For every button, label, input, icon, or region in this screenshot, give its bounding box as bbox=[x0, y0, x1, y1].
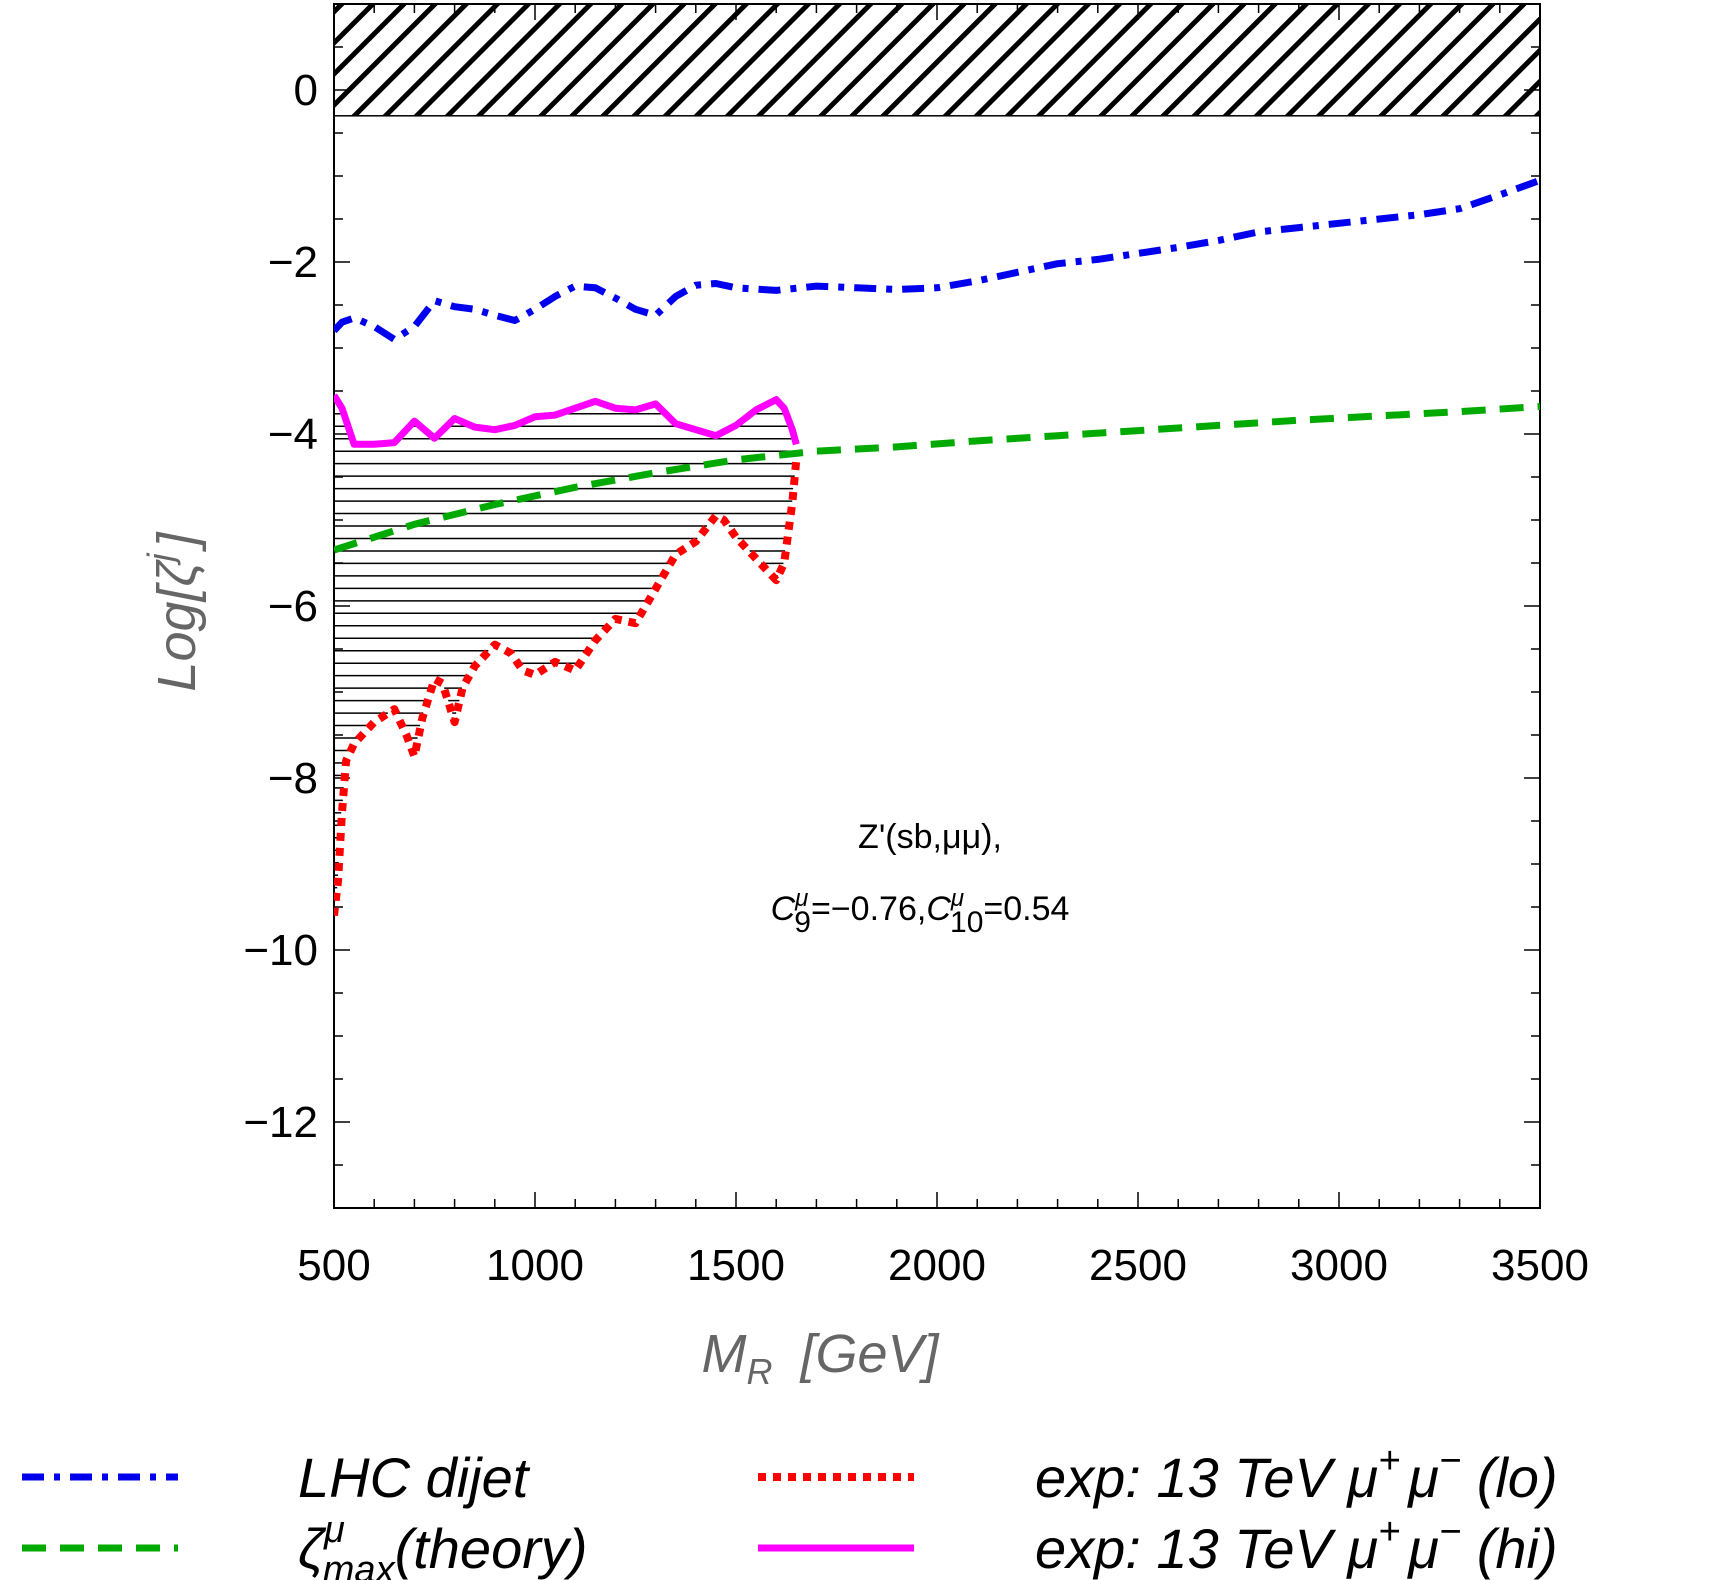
excluded-region bbox=[333, 3, 1541, 117]
annotation-c10-base: C bbox=[926, 890, 951, 928]
annotation-c10-sup: μ bbox=[950, 885, 964, 912]
y-tick-label: −4 bbox=[268, 410, 318, 459]
x-axis-title-base: M bbox=[701, 1324, 746, 1384]
legend-theory-rest: (theory) bbox=[395, 1517, 588, 1580]
x-axis-title: MR [GeV] bbox=[701, 1324, 940, 1392]
annotation-line1: Z'(sb,μμ), bbox=[858, 818, 1002, 856]
annotation-c10-val: =0.54 bbox=[983, 890, 1069, 928]
series-theory bbox=[334, 403, 1540, 554]
x-tick-label: 3500 bbox=[1491, 1241, 1589, 1290]
legend-theory-sup: μ bbox=[323, 1509, 345, 1551]
y-tick-label: 0 bbox=[294, 66, 318, 115]
y-axis-title: Log[ζj] bbox=[140, 530, 207, 691]
x-tick-labels: 500 1000 1500 2000 2500 3000 3500 bbox=[297, 1241, 1589, 1290]
legend-lo-mid: μ bbox=[1406, 1446, 1439, 1509]
legend: LHC dijet ζμ max(theory) exp: 13 TeV μ+ μ−… bbox=[22, 1440, 1558, 1580]
legend-hi-text: exp: 13 TeV μ bbox=[1035, 1517, 1378, 1580]
x-axis-title-sub: R bbox=[746, 1351, 772, 1392]
y-tick-label: −2 bbox=[268, 238, 318, 287]
legend-label-hi: exp: 13 TeV μ+ μ− (hi) bbox=[1035, 1511, 1558, 1580]
legend-lo-end: (lo) bbox=[1461, 1446, 1557, 1509]
legend-theory-sub: max bbox=[323, 1549, 397, 1580]
annotation-c9-sub: 9 bbox=[794, 906, 811, 939]
x-tick-label: 2000 bbox=[888, 1241, 986, 1290]
x-tick-label: 2500 bbox=[1089, 1241, 1187, 1290]
legend-hi-end: (hi) bbox=[1461, 1517, 1557, 1580]
x-axis-title-unit: [GeV] bbox=[798, 1324, 940, 1384]
y-axis-title-close: ] bbox=[147, 530, 207, 552]
x-tick-label: 500 bbox=[297, 1241, 370, 1290]
legend-hi-mid: μ bbox=[1406, 1517, 1439, 1580]
legend-lo-sup1: + bbox=[1378, 1440, 1400, 1482]
legend-label-dijet: LHC dijet bbox=[298, 1446, 531, 1509]
y-axis-title-base: Log[ζ bbox=[147, 558, 207, 691]
y-tick-labels: 0 −2 −4 −6 −8 −10 −12 bbox=[243, 66, 318, 1147]
annotation-c9-base: C bbox=[771, 890, 796, 928]
legend-lo-sup2: − bbox=[1439, 1440, 1461, 1482]
series-dijet bbox=[334, 177, 1540, 343]
legend-hi-sup2: − bbox=[1439, 1511, 1461, 1553]
legend-label-lo: exp: 13 TeV μ+ μ− (lo) bbox=[1035, 1440, 1558, 1509]
legend-hi-sup1: + bbox=[1378, 1511, 1400, 1553]
legend-label-theory: ζμ max(theory) bbox=[298, 1509, 588, 1580]
y-tick-label: −10 bbox=[243, 926, 318, 975]
y-tick-label: −8 bbox=[268, 754, 318, 803]
annotation-c10-sub: 10 bbox=[950, 906, 983, 939]
x-tick-label: 1000 bbox=[486, 1241, 584, 1290]
series-hi bbox=[334, 393, 800, 448]
annotation-c9-val: =−0.76, bbox=[811, 890, 926, 928]
annotation-c9-sup: μ bbox=[794, 885, 808, 912]
x-tick-label: 1500 bbox=[687, 1241, 785, 1290]
axis-ticks bbox=[333, 3, 1541, 1209]
annotation-line2: Cμ 9=−0.76,Cμ 10=0.54 bbox=[771, 885, 1070, 939]
plot-frame bbox=[333, 3, 1541, 1209]
y-tick-label: −12 bbox=[243, 1098, 318, 1147]
y-tick-label: −6 bbox=[268, 582, 318, 631]
series-layer bbox=[334, 177, 1540, 917]
x-tick-label: 3000 bbox=[1290, 1241, 1388, 1290]
legend-lo-text: exp: 13 TeV μ bbox=[1035, 1446, 1378, 1509]
allowed-region-hatch bbox=[334, 400, 797, 901]
legend-theory-base: ζ bbox=[298, 1517, 327, 1580]
series-lo bbox=[334, 459, 801, 917]
